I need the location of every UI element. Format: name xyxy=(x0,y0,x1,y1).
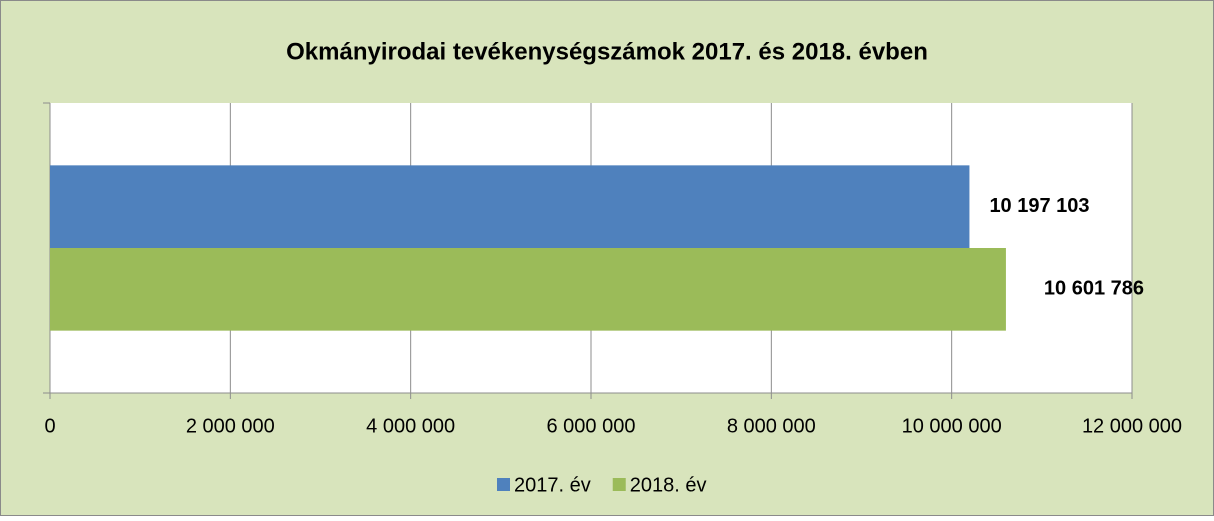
legend-swatch xyxy=(612,478,626,491)
legend-swatch xyxy=(497,478,510,491)
x-tick-label: 0 xyxy=(44,415,55,437)
x-tick-label: 12 000 000 xyxy=(1082,415,1182,437)
legend-label: 2017. év xyxy=(514,474,591,496)
data-label: 10 601 786 xyxy=(1044,278,1144,300)
bar xyxy=(50,248,1006,331)
x-tick-label: 2 000 000 xyxy=(186,415,275,437)
bar xyxy=(50,165,970,248)
legend-label: 2018. év xyxy=(630,474,707,496)
x-tick-label: 4 000 000 xyxy=(366,415,455,437)
x-tick-label: 6 000 000 xyxy=(547,415,636,437)
data-label: 10 197 103 xyxy=(989,195,1089,217)
chart-title: Okmányirodai tevékenységszámok 2017. és … xyxy=(286,38,928,65)
x-tick-label: 10 000 000 xyxy=(902,415,1002,437)
x-tick-label: 8 000 000 xyxy=(727,415,816,437)
